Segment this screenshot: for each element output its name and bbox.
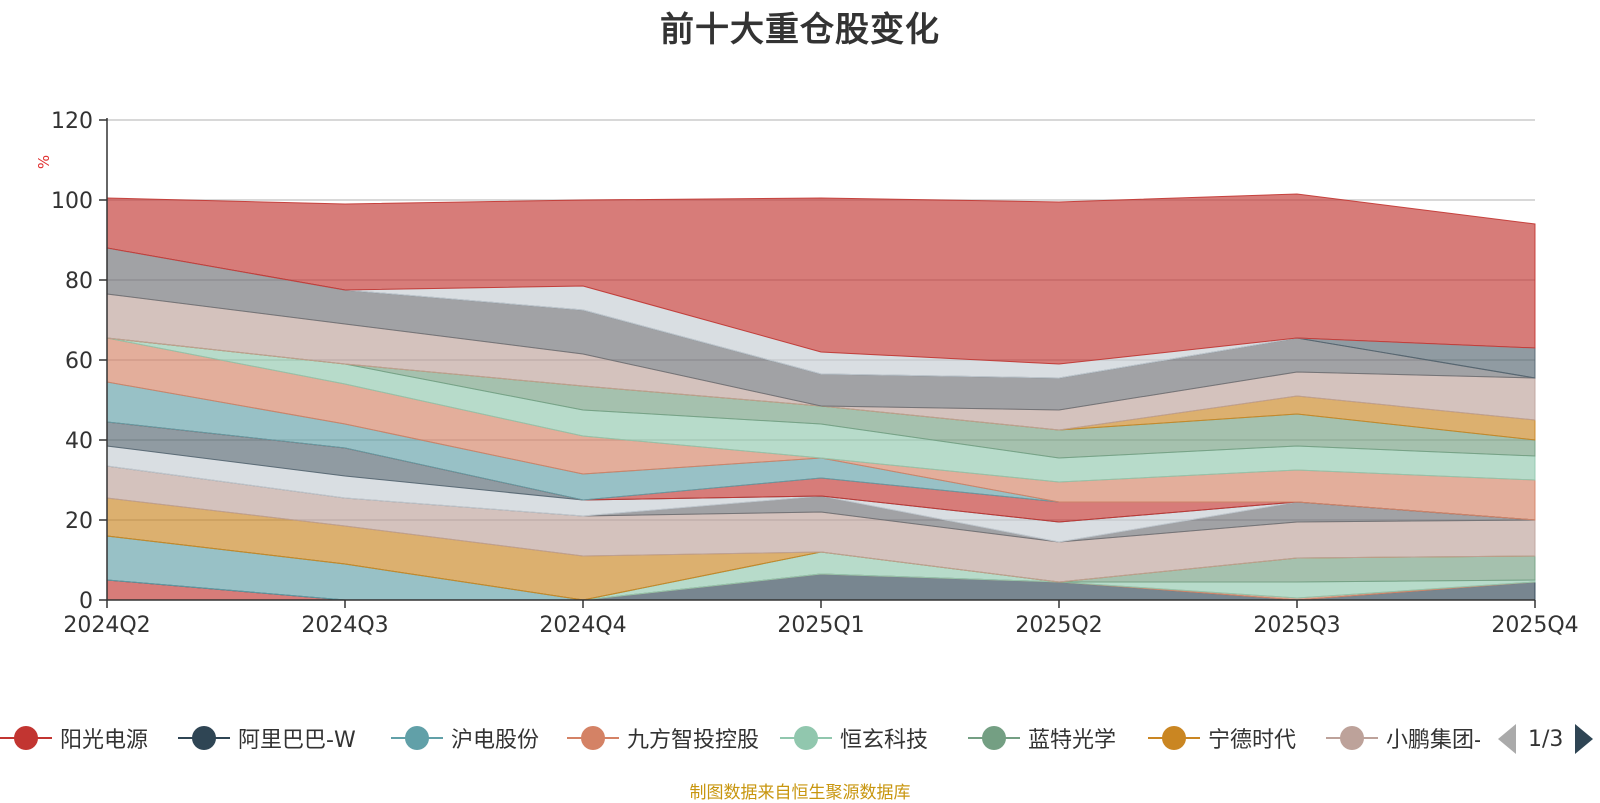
- data-source-note: 制图数据来自恒生聚源数据库: [689, 783, 911, 803]
- y-tick-label: 60: [65, 349, 93, 374]
- x-tick-label: 2025Q1: [777, 613, 864, 638]
- legend-item[interactable]: 宁德时代: [1148, 718, 1296, 758]
- legend: 阳光电源 阿里巴巴-W 沪电股份 九方智投控股 恒玄科技 蓝特光学 宁德时代 小鹏集团-W: [0, 718, 1600, 758]
- triangle-left-icon[interactable]: [1498, 724, 1516, 754]
- triangle-right-icon[interactable]: [1575, 724, 1594, 754]
- legend-marker-icon: [968, 723, 1020, 753]
- legend-item[interactable]: 阳光电源: [0, 718, 148, 758]
- legend-marker-icon: [1148, 723, 1200, 753]
- y-tick-label: 0: [79, 589, 93, 614]
- legend-label: 蓝特光学: [1028, 728, 1117, 753]
- legend-marker-icon: [567, 723, 619, 753]
- x-tick-label: 2024Q4: [539, 613, 626, 638]
- legend-label: 阳光电源: [60, 728, 149, 753]
- legend-item[interactable]: 小鹏集团-W: [1326, 718, 1480, 758]
- y-tick-label: 120: [51, 109, 93, 134]
- legend-label: 宁德时代: [1208, 728, 1297, 753]
- legend-label: 阿里巴巴-W: [238, 728, 356, 753]
- y-axis-unit-label: %: [35, 155, 53, 169]
- legend-pager: 1/3: [1498, 722, 1594, 756]
- y-tick-label: 40: [65, 429, 93, 454]
- legend-label: 小鹏集团-W: [1386, 728, 1480, 753]
- legend-marker-icon: [391, 723, 443, 753]
- area-layer: [106, 193, 1536, 601]
- y-tick-label: 20: [65, 509, 93, 534]
- legend-marker-icon: [178, 723, 230, 753]
- legend-page-indicator: 1/3: [1528, 726, 1564, 752]
- x-tick-label: 2024Q2: [63, 613, 150, 638]
- x-tick-label: 2025Q2: [1015, 613, 1102, 638]
- axis-layer: 0 20 40 60 80 100 120 2024Q2 2024Q3 2024Q4 2025Q1 2…: [35, 109, 1579, 638]
- legend-item[interactable]: 九方智投控股: [567, 718, 759, 758]
- chart-title: 前十大重仓股变化: [660, 10, 940, 50]
- legend-label: 沪电股份: [451, 728, 540, 753]
- legend-item[interactable]: 恒玄科技: [780, 718, 928, 758]
- legend-marker-icon: [1326, 723, 1378, 753]
- y-tick-label: 80: [65, 269, 93, 294]
- legend-marker-icon: [0, 723, 52, 753]
- legend-item[interactable]: 阿里巴巴-W: [178, 718, 356, 758]
- legend-item[interactable]: 蓝特光学: [968, 718, 1116, 758]
- legend-items: 阳光电源 阿里巴巴-W 沪电股份 九方智投控股 恒玄科技 蓝特光学 宁德时代 小鹏集团-W: [0, 718, 1480, 758]
- legend-item[interactable]: 沪电股份: [391, 718, 539, 758]
- x-tick-label: 2025Q3: [1253, 613, 1340, 638]
- x-tick-label: 2024Q3: [301, 613, 388, 638]
- y-tick-label: 100: [51, 189, 93, 214]
- area-series-21[interactable]: [106, 193, 1536, 365]
- legend-label: 恒玄科技: [840, 728, 929, 753]
- x-tick-label: 2025Q4: [1491, 613, 1578, 638]
- legend-label: 九方智投控股: [627, 728, 760, 753]
- legend-marker-icon: [780, 723, 832, 753]
